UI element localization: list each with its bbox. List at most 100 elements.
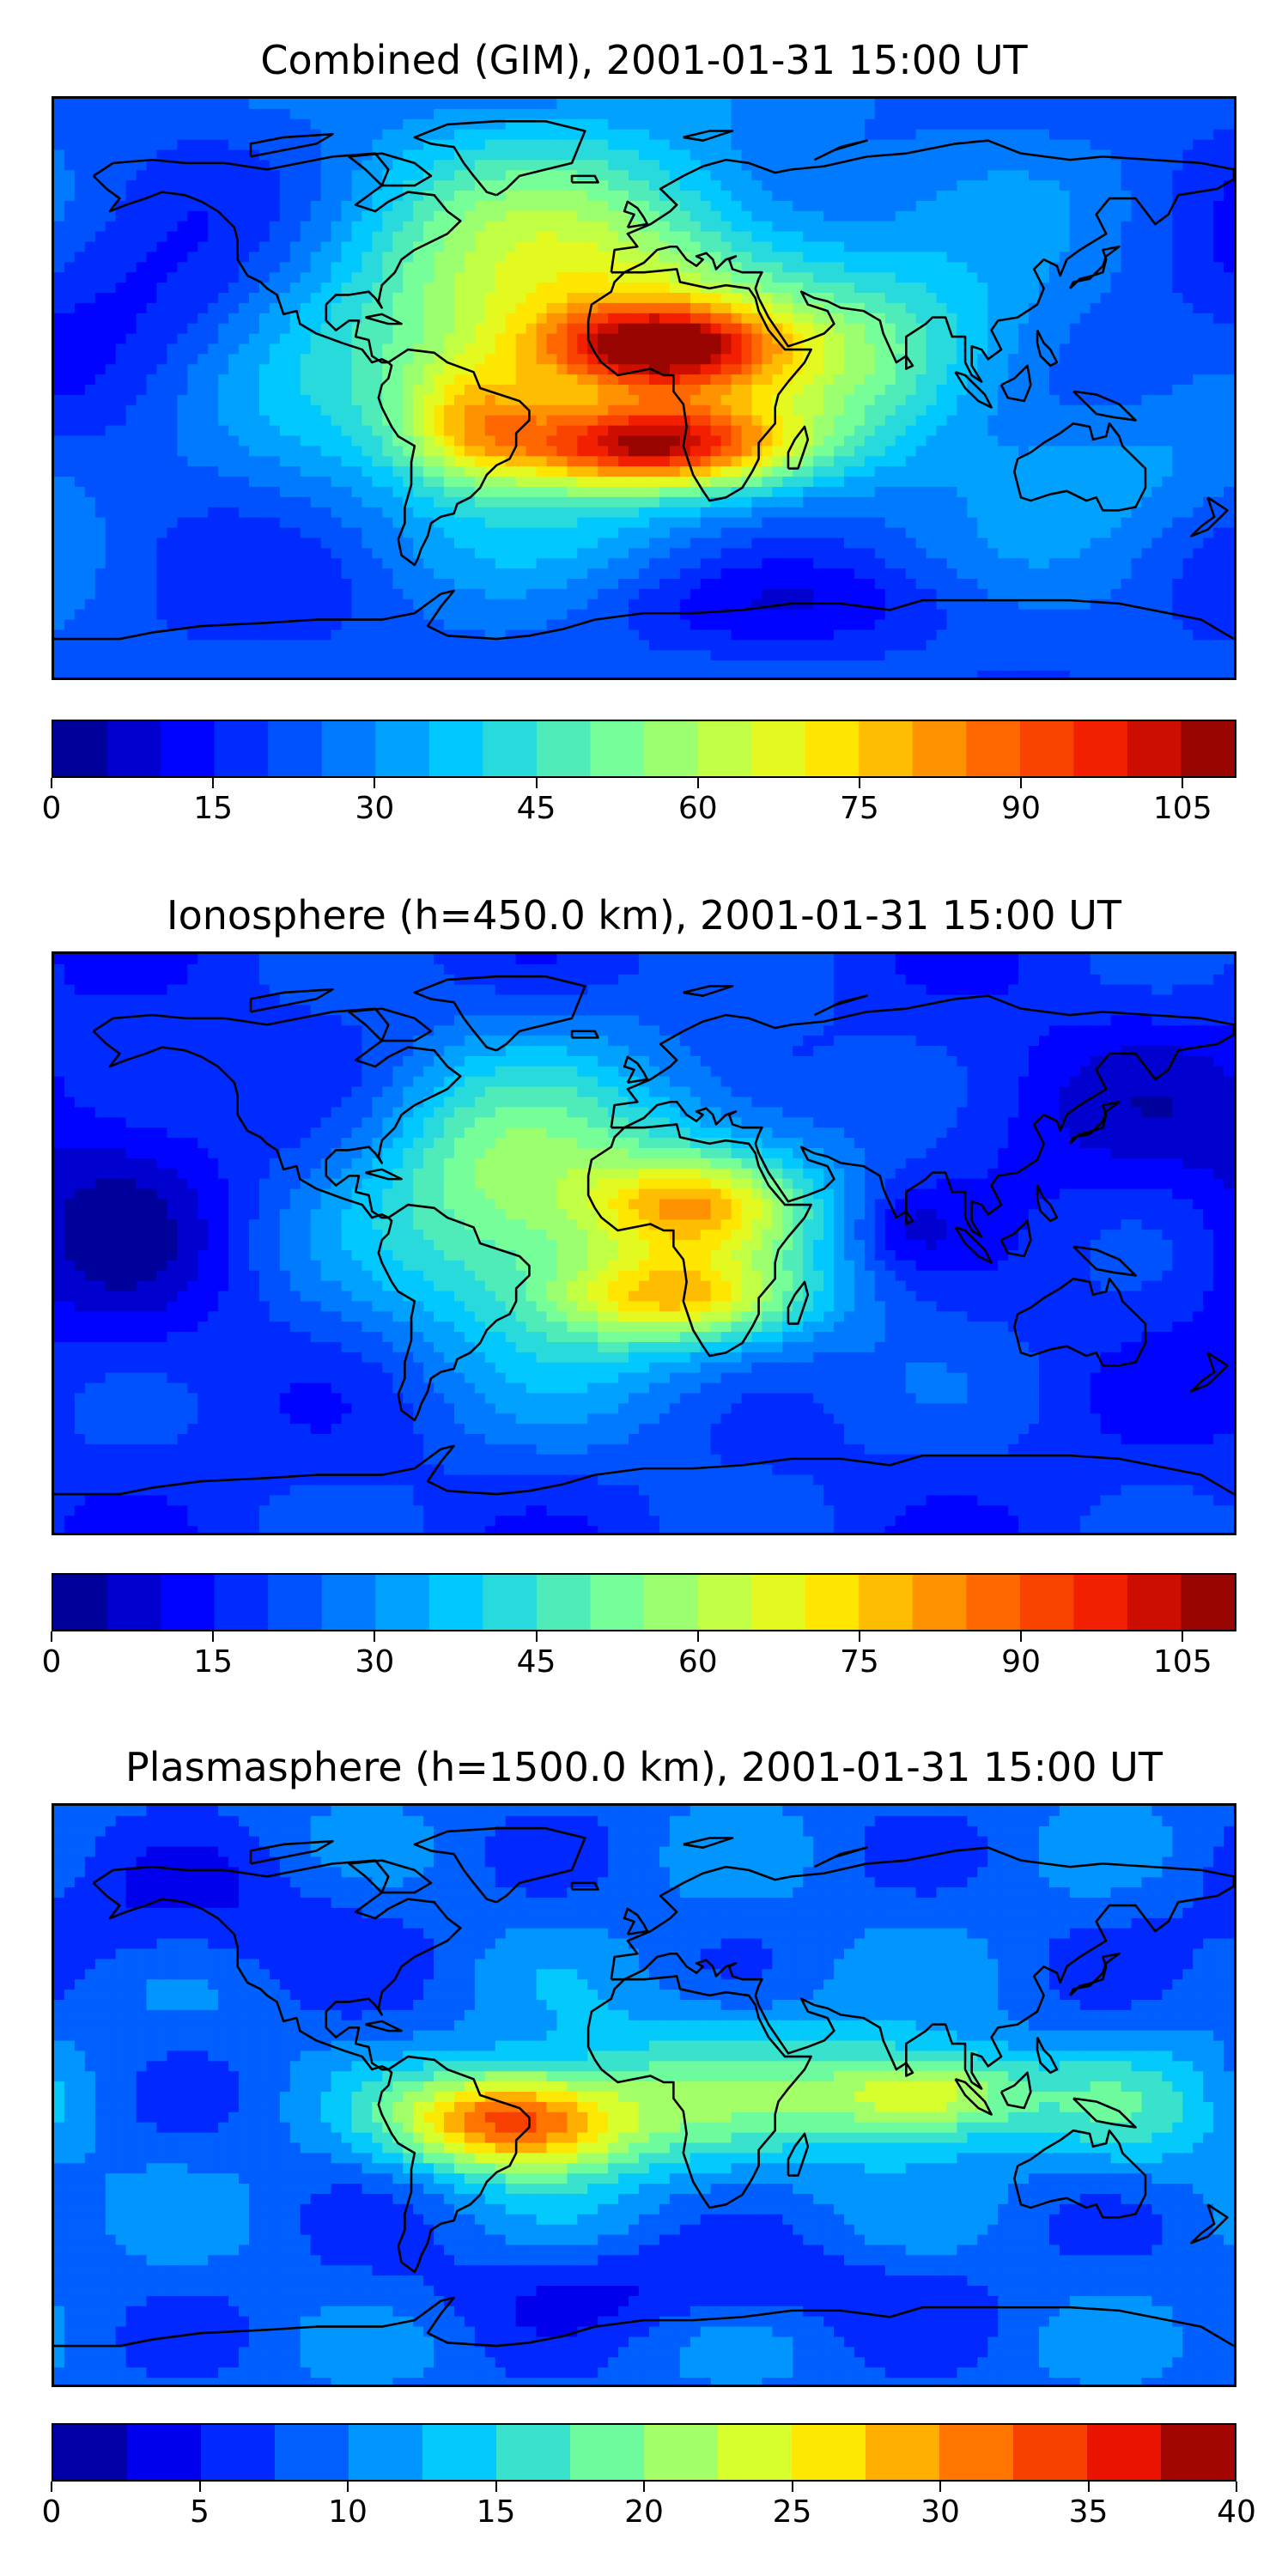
colorbar-tick-mark — [198, 2482, 201, 2492]
colorbar-tick-mark — [495, 2482, 497, 2492]
field-cells — [54, 954, 1234, 1533]
colorbar-tick-label: 105 — [1152, 1644, 1212, 1680]
colorbar-swatch — [106, 1575, 161, 1630]
coastline-antarctica — [54, 589, 1234, 641]
colorbar-tick-label: 60 — [677, 791, 718, 826]
coastline-philippines — [1036, 2037, 1059, 2075]
coastline-svalbard — [683, 130, 734, 142]
panel-2-colorbar — [52, 1573, 1236, 1631]
colorbar-swatch — [718, 2425, 793, 2480]
colorbar-swatch — [161, 1575, 216, 1630]
coastline-svalbard — [683, 1837, 734, 1849]
coastline-iceland — [570, 174, 599, 184]
colorbar-tick-label: 15 — [476, 2494, 516, 2530]
colorbar-tick-mark — [1236, 2482, 1237, 2492]
coastline-antarctica — [54, 2296, 1234, 2348]
colorbar-swatch — [53, 1575, 108, 1630]
panel-2-colorbar-svg — [53, 1575, 1235, 1630]
colorbar-swatch — [201, 2425, 276, 2480]
coastline-sriLanka — [905, 1210, 914, 1225]
coastline-greenland — [413, 1826, 586, 1904]
colorbar-swatch — [268, 721, 323, 776]
colorbar-swatch — [375, 721, 430, 776]
colorbar-tick-label: 90 — [1001, 791, 1041, 826]
coastline-arcticIslands — [249, 987, 334, 1013]
panel-1-title: Combined (GIM), 2001-01-31 15:00 UT — [260, 37, 1028, 83]
colorbar-tick-mark — [1020, 1631, 1023, 1642]
coastline-baffin — [348, 152, 433, 187]
colorbar-swatch — [859, 721, 914, 776]
colorbar-tick-mark — [1020, 778, 1023, 788]
colorbar-swatch — [375, 1575, 430, 1630]
colorbar-swatch — [1073, 721, 1128, 776]
coastline-newGuinea — [1072, 2097, 1137, 2129]
colorbar-tick-mark — [643, 2482, 645, 2492]
colorbar-tick-mark — [51, 2482, 52, 2492]
coastline-southAmerica — [377, 2055, 531, 2274]
panel-1-colorbar-svg — [53, 721, 1235, 776]
panel-1-map-svg — [54, 99, 1234, 677]
coastline-eurasia — [610, 1846, 1234, 2090]
coastlines — [54, 1826, 1234, 2348]
colorbar-swatch — [697, 1575, 752, 1630]
panel-3-colorbar-svg — [53, 2425, 1235, 2480]
colorbar-tick-label: 0 — [41, 2494, 62, 2530]
panel-2-map-svg — [54, 954, 1234, 1533]
coastline-cuba — [365, 1168, 403, 1181]
colorbar-tick-mark — [791, 2482, 793, 2492]
colorbar-swatch — [644, 1575, 699, 1630]
colorbar-swatch — [483, 1575, 538, 1630]
colorbar-tick-label: 90 — [1001, 1644, 1041, 1680]
field-cells — [54, 99, 1234, 677]
coastline-australia — [1012, 1277, 1147, 1367]
colorbar-tick-mark — [51, 1631, 52, 1642]
colorbar-swatch — [805, 721, 860, 776]
panel-3-map — [52, 1803, 1236, 2387]
field-cells — [54, 1806, 1234, 2385]
colorbar-tick-label: 60 — [677, 1644, 718, 1680]
colorbar-swatch — [536, 1575, 592, 1630]
colorbar-swatch — [1127, 1575, 1182, 1630]
colorbar-swatch — [483, 721, 538, 776]
coastline-iceland — [570, 1881, 599, 1891]
colorbar-tick-label: 15 — [193, 1644, 234, 1680]
coastlines — [54, 119, 1234, 641]
colorbar-swatch — [1019, 1575, 1075, 1630]
coastline-africa — [586, 1975, 812, 2209]
colorbar-swatch — [644, 721, 699, 776]
colorbar-tick-label: 0 — [41, 791, 62, 826]
colorbar-swatch — [1181, 1575, 1235, 1630]
panel-3-colorbar — [52, 2423, 1236, 2482]
coastline-eurasia — [610, 139, 1234, 383]
panel-3-colorbar-ticks: 0 5 10 15 20 25 30 35 40 — [42, 2482, 1256, 2533]
coastline-southAmerica — [377, 348, 531, 567]
colorbar-swatch — [321, 1575, 377, 1630]
colorbar-tick-mark — [51, 778, 52, 788]
colorbar-tick-mark — [1087, 2482, 1090, 2492]
panel-3-map-svg — [54, 1806, 1234, 2385]
coastline-newGuinea — [1072, 1245, 1137, 1277]
colorbar-tick-label: 45 — [516, 1644, 556, 1680]
coastline-northAmerica — [92, 1007, 462, 1219]
colorbar-tick-label: 25 — [772, 2494, 812, 2530]
coastline-newZealand — [1190, 2203, 1229, 2245]
colorbar-swatch — [590, 721, 645, 776]
colorbar-tick-label: 30 — [355, 791, 395, 826]
colorbar-tick-label: 40 — [1217, 2494, 1256, 2530]
coastline-arcticIslands — [249, 1839, 334, 1865]
colorbar-swatch — [866, 2425, 940, 2480]
colorbar-tick-label: 5 — [190, 2494, 210, 2530]
colorbar-swatch — [214, 1575, 269, 1630]
coastline-africa — [586, 1123, 812, 1358]
colorbar-swatch — [912, 1575, 968, 1630]
panel-2-title: Ionosphere (h=450.0 km), 2001-01-31 15:0… — [167, 892, 1121, 939]
coastline-sumatra — [954, 2078, 993, 2116]
coastline-greenland — [413, 119, 586, 197]
coastline-southAmerica — [377, 1203, 531, 1422]
coastline-svalbard — [683, 985, 734, 997]
coastline-madagascar — [787, 425, 810, 470]
colorbar-tick-mark — [535, 778, 538, 788]
coastline-novayaZemlya — [813, 994, 868, 1017]
coastline-australia — [1012, 2129, 1147, 2219]
panel-3-title: Plasmasphere (h=1500.0 km), 2001-01-31 1… — [125, 1744, 1163, 1790]
